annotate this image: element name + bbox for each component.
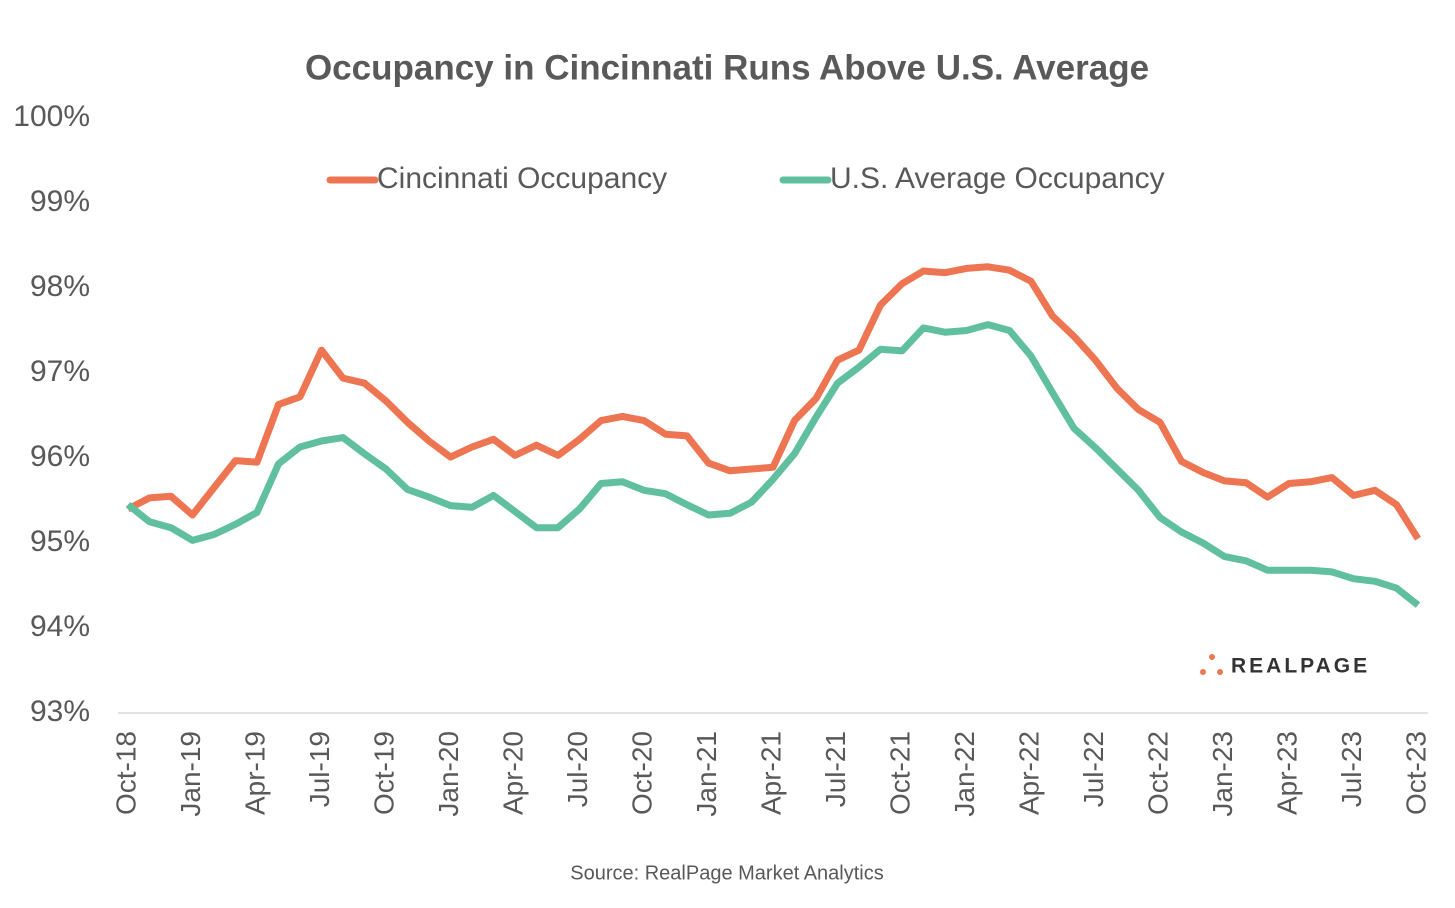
chart-title: Occupancy in Cincinnati Runs Above U.S. … xyxy=(305,48,1149,87)
x-tick-label: Jan-19 xyxy=(175,731,206,817)
y-tick-label: 99% xyxy=(30,185,90,218)
y-tick-label: 94% xyxy=(30,610,90,643)
logo-dot xyxy=(1200,669,1206,675)
x-tick-label: Apr-20 xyxy=(497,731,528,815)
y-tick-label: 95% xyxy=(30,525,90,558)
x-tick-label: Oct-22 xyxy=(1142,731,1173,815)
x-tick-label: Apr-23 xyxy=(1271,731,1302,815)
logo-dot xyxy=(1217,669,1223,675)
x-tick-label: Jul-23 xyxy=(1336,731,1367,807)
x-tick-label: Jul-21 xyxy=(820,731,851,807)
x-tick-label: Oct-23 xyxy=(1400,731,1431,815)
x-tick-label: Jul-19 xyxy=(304,731,335,807)
series-line xyxy=(125,321,1421,608)
y-tick-label: 96% xyxy=(30,440,90,473)
x-tick-label: Oct-19 xyxy=(368,731,399,815)
logo: REALPAGE xyxy=(1200,654,1370,678)
series-line xyxy=(126,263,1421,541)
y-tick-label: 93% xyxy=(30,695,90,728)
y-tick-label: 100% xyxy=(13,100,90,133)
x-tick-label: Jan-23 xyxy=(1207,731,1238,817)
logo-text: REALPAGE xyxy=(1231,655,1370,678)
x-tick-label: Apr-19 xyxy=(239,731,270,815)
x-tick-label: Jan-20 xyxy=(433,731,464,817)
x-tick-label: Apr-22 xyxy=(1013,731,1044,815)
x-tick-label: Oct-21 xyxy=(884,731,915,815)
legend-label: Cincinnati Occupancy xyxy=(377,162,667,195)
y-tick-label: 97% xyxy=(30,355,90,388)
legend-label: U.S. Average Occupancy xyxy=(830,162,1165,195)
x-tick-label: Oct-20 xyxy=(626,731,657,815)
x-tick-label: Apr-21 xyxy=(755,731,786,815)
x-tick-label: Jan-21 xyxy=(691,731,722,817)
source-note: Source: RealPage Market Analytics xyxy=(570,862,884,884)
x-tick-label: Oct-18 xyxy=(110,731,141,815)
logo-dot xyxy=(1209,654,1215,660)
x-tick-label: Jan-22 xyxy=(949,731,980,817)
x-tick-label: Jul-20 xyxy=(562,731,593,807)
y-tick-label: 98% xyxy=(30,270,90,303)
x-tick-label: Jul-22 xyxy=(1078,731,1109,807)
